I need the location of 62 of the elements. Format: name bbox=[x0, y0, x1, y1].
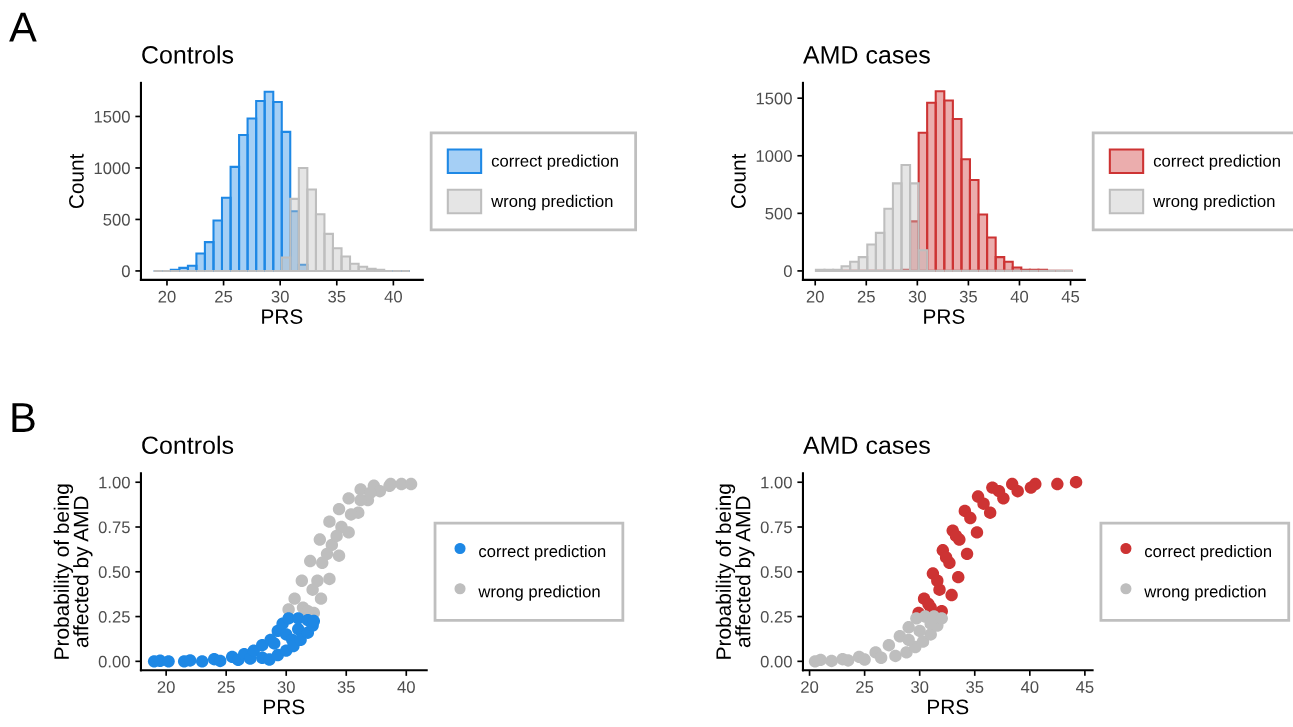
y-tick-label: 0.25 bbox=[760, 610, 792, 623]
y-tick-label: 0 bbox=[121, 265, 130, 278]
y-tick-label: 1500 bbox=[94, 110, 130, 123]
x-axis-title: PRS bbox=[928, 699, 969, 715]
y-tick-label: 0.25 bbox=[98, 610, 130, 623]
x-axis-title: PRS bbox=[262, 309, 303, 324]
legend-label: correct prediction bbox=[1144, 544, 1271, 561]
x-tick-label: 25 bbox=[857, 290, 875, 303]
x-tick-label: 30 bbox=[911, 681, 929, 693]
y-tick-label: 0.75 bbox=[98, 521, 130, 534]
y-tick-label: 1500 bbox=[756, 92, 792, 105]
x-tick-label: 20 bbox=[158, 290, 176, 303]
x-axis-title: PRS bbox=[264, 699, 305, 715]
legend-label: wrong prediction bbox=[1144, 585, 1266, 601]
y-axis-title: Count bbox=[69, 153, 84, 209]
x-tick-label: 35 bbox=[966, 681, 984, 693]
x-tick-label: 25 bbox=[856, 681, 874, 693]
chart-title: AMD cases bbox=[803, 436, 930, 455]
y-tick-label: 1000 bbox=[94, 162, 130, 175]
x-tick-label: 40 bbox=[384, 290, 402, 303]
chart-title: Controls bbox=[142, 45, 234, 64]
y-tick-label: 0 bbox=[783, 265, 792, 278]
x-tick-label: 35 bbox=[959, 290, 977, 303]
text: A bbox=[9, 12, 37, 42]
y-tick-label: 0.50 bbox=[98, 566, 130, 578]
x-tick-label: 30 bbox=[277, 681, 295, 693]
y-tick-label: 1.00 bbox=[99, 476, 130, 489]
x-tick-label: 30 bbox=[271, 290, 289, 303]
x-tick-label: 40 bbox=[397, 681, 415, 693]
x-tick-label: 35 bbox=[337, 681, 355, 693]
x-tick-label: 20 bbox=[801, 681, 819, 693]
y-axis-title: Probability of being affected by AMD bbox=[715, 484, 755, 659]
x-tick-label: 45 bbox=[1075, 681, 1094, 693]
legend-label: correct prediction bbox=[491, 154, 618, 171]
chart-title: AMD cases bbox=[803, 46, 930, 64]
x-tick-label: 25 bbox=[217, 681, 235, 693]
y-tick-label: 0.00 bbox=[760, 655, 792, 668]
y-tick-label: 1000 bbox=[756, 150, 792, 162]
y-tick-label: 0.50 bbox=[760, 566, 792, 578]
legend-label: wrong prediction bbox=[1153, 194, 1275, 211]
text: B bbox=[12, 403, 35, 432]
legend-label: wrong prediction bbox=[491, 194, 613, 211]
y-axis-title: Count bbox=[731, 153, 746, 209]
x-tick-label: 20 bbox=[157, 681, 175, 693]
x-tick-label: 40 bbox=[1010, 290, 1029, 303]
legend-label: wrong prediction bbox=[478, 585, 600, 601]
x-tick-label: 30 bbox=[908, 290, 926, 303]
chart-title: Controls bbox=[142, 435, 234, 455]
y-tick-label: 0.00 bbox=[98, 655, 130, 668]
legend-label: correct prediction bbox=[1153, 154, 1280, 171]
y-tick-label: 1.00 bbox=[761, 476, 792, 489]
x-tick-label: 20 bbox=[806, 290, 824, 303]
x-axis-title: PRS bbox=[924, 309, 965, 324]
x-tick-label: 40 bbox=[1020, 681, 1039, 693]
y-tick-label: 0.75 bbox=[760, 521, 792, 534]
x-tick-label: 45 bbox=[1061, 290, 1080, 303]
y-tick-label: 500 bbox=[103, 213, 130, 226]
y-axis-title: Probability of being affected by AMD bbox=[53, 484, 93, 659]
y-tick-label: 500 bbox=[765, 207, 792, 220]
x-tick-label: 35 bbox=[328, 290, 346, 303]
x-tick-label: 25 bbox=[215, 290, 233, 303]
legend-label: correct prediction bbox=[479, 544, 606, 561]
